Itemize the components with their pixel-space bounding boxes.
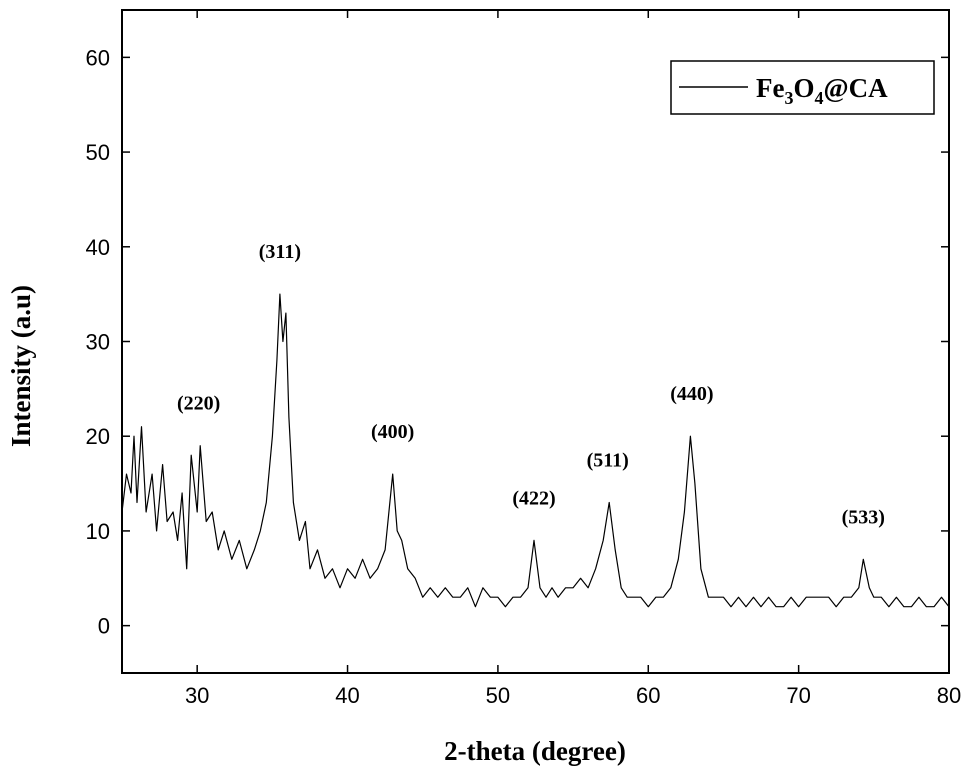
legend-part-fe: Fe xyxy=(756,73,784,103)
y-axis-title: Intensity (a.u) xyxy=(6,285,36,447)
y-tick-label: 50 xyxy=(86,140,110,165)
x-tick-label: 70 xyxy=(786,683,810,708)
peak-labels: (220) (311) (400) (422) (511) (440) (533) xyxy=(177,241,885,528)
x-tick-label: 30 xyxy=(185,683,209,708)
x-axis-title: 2-theta (degree) xyxy=(444,736,626,766)
peak-label: (400) xyxy=(371,421,414,443)
y-tick-label: 0 xyxy=(98,614,110,639)
peak-label: (311) xyxy=(259,241,301,263)
plot-frame xyxy=(121,9,950,674)
peak-label: (422) xyxy=(512,487,555,509)
peak-label: (440) xyxy=(670,383,713,405)
y-tick-label: 40 xyxy=(86,235,110,260)
legend: Fe3O4@CA xyxy=(670,60,935,115)
legend-part-ca: @CA xyxy=(824,73,889,103)
legend-part-o: O xyxy=(793,73,814,103)
y-tick-label: 60 xyxy=(86,45,110,70)
x-axis-ticks: 30 40 50 60 70 80 xyxy=(185,10,961,708)
legend-sub-3: 3 xyxy=(784,88,793,108)
legend-label: Fe3O4@CA xyxy=(756,73,888,108)
y-tick-label: 20 xyxy=(86,424,110,449)
peak-label: (533) xyxy=(842,506,885,528)
y-tick-label: 30 xyxy=(86,330,110,355)
x-tick-label: 80 xyxy=(937,683,961,708)
x-tick-label: 40 xyxy=(335,683,359,708)
legend-sub-4: 4 xyxy=(815,88,824,108)
peak-label: (220) xyxy=(177,393,220,415)
x-tick-label: 60 xyxy=(636,683,660,708)
y-tick-label: 10 xyxy=(86,519,110,544)
y-axis-ticks: 0 10 20 30 40 50 60 xyxy=(86,45,949,639)
x-tick-label: 50 xyxy=(486,683,510,708)
series-line-fe3o4-ca xyxy=(121,293,950,608)
peak-label: (511) xyxy=(587,450,629,472)
